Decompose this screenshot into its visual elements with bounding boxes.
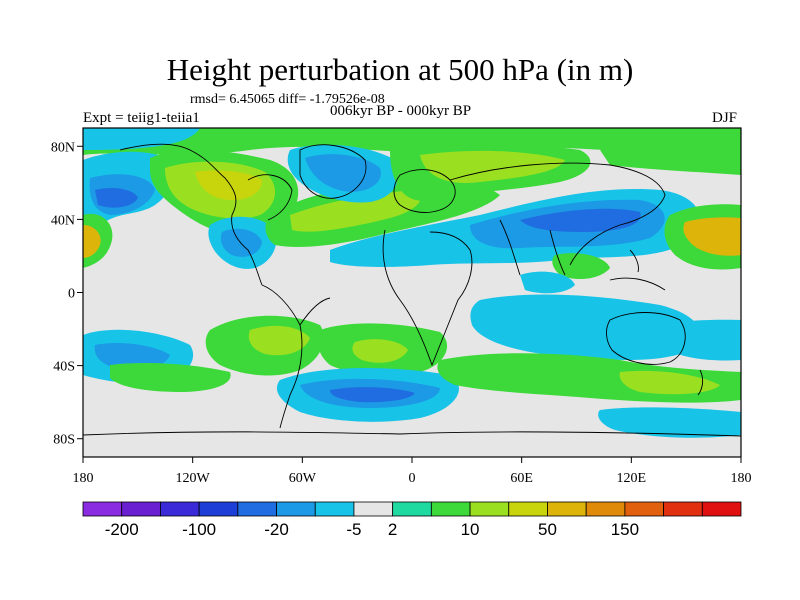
lat-tick-label: 80N xyxy=(51,140,75,155)
patch-samerica-core xyxy=(248,325,310,356)
patch-arctic-west xyxy=(83,128,200,150)
lon-tick-label: 180 xyxy=(731,471,752,486)
coast-asia xyxy=(449,162,666,266)
contour-field xyxy=(83,128,741,457)
patch-socean-deep xyxy=(330,387,415,403)
stats-line: rmsd= 6.45065 diff= -1.79526e-08 xyxy=(190,92,385,107)
patch-npacific-deep xyxy=(95,187,138,208)
patch-sepac-neg xyxy=(656,319,741,361)
patch-sindian-neg xyxy=(470,294,700,360)
lat-axis: 80N 40N 0 40S 80S xyxy=(51,140,83,448)
colorbar-swatch xyxy=(198,501,239,517)
colorbar-swatch xyxy=(508,501,548,517)
colorbar-label: -20 xyxy=(264,520,289,539)
patch-greenland-core xyxy=(305,154,381,192)
colorbar-swatch xyxy=(547,501,587,517)
patch-us-neg-core xyxy=(220,228,262,257)
coast-africa xyxy=(382,229,473,367)
colorbar-swatch xyxy=(82,501,123,517)
patch-antarctic-neg xyxy=(598,407,741,438)
colorbar-swatch xyxy=(701,501,742,517)
patch-atlantic-core xyxy=(290,190,421,232)
colorbar: -200 -100 -20 -5 2 10 50 150 xyxy=(82,501,742,539)
lon-tick-label: 180 xyxy=(73,471,94,486)
colorbar-label: -5 xyxy=(346,520,361,539)
lat-tick-label: 40N xyxy=(51,213,75,228)
colorbar-label: 50 xyxy=(538,520,557,539)
coast-greenland xyxy=(299,144,367,199)
coast-antarctica xyxy=(83,431,741,437)
lon-tick-label: 120W xyxy=(176,471,211,486)
lon-axis: 180 120W 60W 0 60E 120E 180 xyxy=(73,457,752,486)
coast-australia xyxy=(606,312,686,365)
lon-tick-label: 120E xyxy=(617,471,647,486)
coast-arabia xyxy=(499,219,521,276)
lat-tick-label: 40S xyxy=(53,360,75,375)
period-label: 006kyr BP - 000kyr BP xyxy=(330,103,472,119)
chart-title: Height perturbation at 500 hPa (in m) xyxy=(166,52,634,87)
colorbar-swatch xyxy=(160,501,200,517)
patch-indian-neg xyxy=(520,271,575,294)
coast-north-america xyxy=(119,143,263,286)
colorbar-swatch xyxy=(585,501,626,517)
colorbar-swatch xyxy=(430,501,471,517)
patch-west-edge-core xyxy=(83,225,101,258)
coastlines xyxy=(83,143,741,437)
coast-new-zealand xyxy=(697,369,704,396)
anomaly-patches xyxy=(83,128,741,438)
colorbar-label: 10 xyxy=(461,520,480,539)
coast-india xyxy=(549,229,566,276)
coast-brazil xyxy=(299,297,331,326)
colorbar-swatch xyxy=(624,501,664,517)
lat-tick-label: 80S xyxy=(53,433,75,448)
patch-asia-neg-core xyxy=(520,208,641,232)
colorbar-swatch xyxy=(276,501,316,517)
patch-satlantic-core xyxy=(352,339,408,363)
colorbar-swatch xyxy=(237,501,277,517)
season-label: DJF xyxy=(712,110,738,126)
patch-spac-pos xyxy=(110,362,231,392)
colorbar-swatch xyxy=(469,501,510,517)
coast-hudson xyxy=(247,174,293,221)
colorbar-label: 2 xyxy=(388,520,397,539)
coast-south-america xyxy=(261,284,303,429)
patch-eurasia-core xyxy=(420,150,565,183)
patch-saus-core xyxy=(619,370,720,395)
colorbar-label: -200 xyxy=(105,520,139,539)
lon-tick-label: 0 xyxy=(409,471,416,486)
patch-epac-core xyxy=(683,217,741,256)
coast-philippines xyxy=(629,249,639,273)
lon-tick-label: 60E xyxy=(510,471,533,486)
coast-indonesia xyxy=(609,277,666,291)
patch-arctic-band xyxy=(83,128,741,155)
colorbar-swatch xyxy=(663,501,703,517)
patch-namerica-peak xyxy=(195,170,262,200)
colorbar-swatch xyxy=(314,501,355,517)
experiment-label: Expt = teiig1-teiia1 xyxy=(83,110,200,126)
colorbar-swatch xyxy=(353,501,394,517)
colorbar-swatch xyxy=(392,501,432,517)
patch-indo-pos xyxy=(552,253,610,280)
lon-tick-label: 60W xyxy=(289,471,317,486)
colorbar-label: -100 xyxy=(182,520,216,539)
colorbar-swatch xyxy=(121,501,161,517)
colorbar-label: 150 xyxy=(611,520,639,539)
lat-tick-label: 0 xyxy=(68,287,75,302)
coast-europe xyxy=(393,169,456,213)
patch-nasia-pos xyxy=(600,144,741,175)
patch-spac-core xyxy=(94,343,170,370)
